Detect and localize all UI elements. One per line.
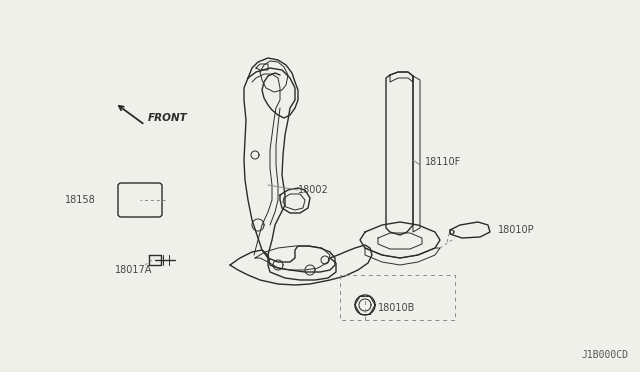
Text: 18010B: 18010B [378,303,415,313]
Text: 18010P: 18010P [498,225,534,235]
Text: J1B000CD: J1B000CD [581,350,628,360]
Text: FRONT: FRONT [148,113,188,123]
Text: 18002: 18002 [298,185,329,195]
Text: 18158: 18158 [65,195,96,205]
Text: 18017A: 18017A [115,265,152,275]
Text: 18110F: 18110F [425,157,461,167]
